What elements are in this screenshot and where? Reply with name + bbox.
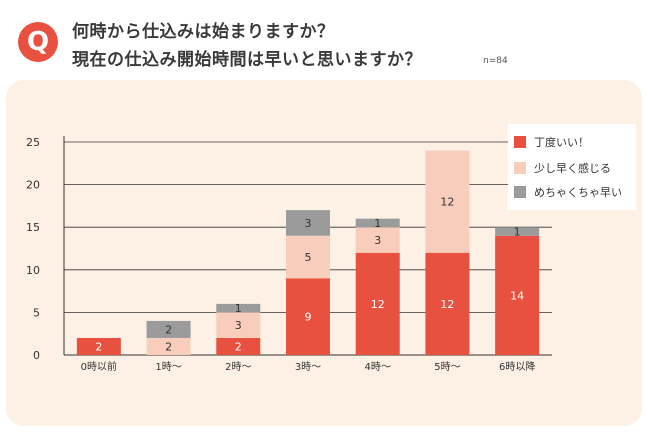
- legend-swatch: [514, 136, 526, 148]
- bar-data-label: 2: [235, 340, 242, 353]
- bar-segment: [495, 235, 540, 355]
- y-tick-label: 20: [26, 179, 40, 192]
- question-header: Q 何時から仕込みは始まりますか？ 現在の仕込み開始時間は早いと思いますか？ n…: [0, 0, 648, 80]
- bar-data-label: 3: [235, 319, 242, 332]
- question-line-2: 現在の仕込み開始時間は早いと思いますか？: [72, 50, 422, 70]
- legend-item: 丁度いい！: [514, 134, 589, 150]
- y-tick-label: 25: [26, 136, 40, 149]
- bar-data-label: 1: [235, 302, 242, 315]
- bar-data-label: 12: [371, 298, 385, 311]
- bar-data-label: 12: [440, 298, 454, 311]
- bar-data-label: 1: [374, 217, 381, 230]
- bar-data-label: 14: [510, 289, 524, 302]
- chart-legend: 丁度いい！ 少し早く感じる めちゃくちゃ早い: [508, 124, 636, 210]
- bar-data-label: 3: [305, 217, 312, 230]
- bar-segment: [216, 337, 261, 355]
- legend-label: めちゃくちゃ早い: [534, 186, 622, 199]
- sample-size: n=84: [483, 56, 508, 66]
- question-line-1: 何時から仕込みは始まりますか？: [72, 22, 335, 42]
- legend-swatch: [514, 186, 526, 198]
- y-tick-label: 15: [26, 221, 40, 234]
- bar-data-label: 2: [165, 340, 172, 353]
- x-tick-label: 5時〜: [434, 361, 460, 373]
- y-tick-label: 5: [33, 306, 40, 319]
- legend-item: 少し早く感じる: [514, 160, 611, 176]
- legend-item: めちゃくちゃ早い: [514, 184, 622, 200]
- bar-segment: [286, 278, 330, 355]
- legend-label: 少し早く感じる: [534, 162, 611, 175]
- bar-segment: [216, 312, 261, 338]
- bar-data-label: 3: [374, 234, 381, 247]
- y-tick-label: 10: [26, 264, 40, 277]
- bar-data-label: 2: [95, 340, 102, 353]
- bar-segment: [146, 337, 191, 355]
- x-tick-label: 1時〜: [155, 361, 181, 373]
- bar-segment: [146, 320, 191, 338]
- bar-segment: [355, 218, 400, 228]
- x-tick-label: 0時以前: [81, 360, 117, 373]
- bar-segment: [425, 252, 470, 355]
- bar-segment: [425, 150, 470, 253]
- legend-swatch: [514, 162, 526, 174]
- bar-segment: [286, 210, 330, 236]
- bar-data-label: 5: [305, 251, 312, 264]
- bar-segment: [355, 252, 400, 355]
- bar-data-label: 2: [165, 323, 172, 336]
- x-tick-label: 4時〜: [365, 361, 391, 373]
- x-tick-label: 6時以降: [499, 360, 535, 373]
- x-tick-label: 2時〜: [225, 361, 251, 373]
- x-tick-label: 3時〜: [295, 361, 321, 373]
- bar-data-label: 12: [440, 196, 454, 209]
- q-badge: Q: [18, 22, 58, 62]
- legend-label: 丁度いい！: [534, 136, 589, 149]
- bar-segment: [286, 235, 330, 279]
- bar-segment: [216, 303, 261, 313]
- bar-data-label: 1: [514, 225, 521, 238]
- y-tick-label: 0: [33, 349, 40, 362]
- bar-segment: [355, 227, 400, 253]
- bar-segment: [495, 227, 540, 236]
- bar-segment: [76, 337, 121, 355]
- bar-data-label: 9: [305, 311, 312, 324]
